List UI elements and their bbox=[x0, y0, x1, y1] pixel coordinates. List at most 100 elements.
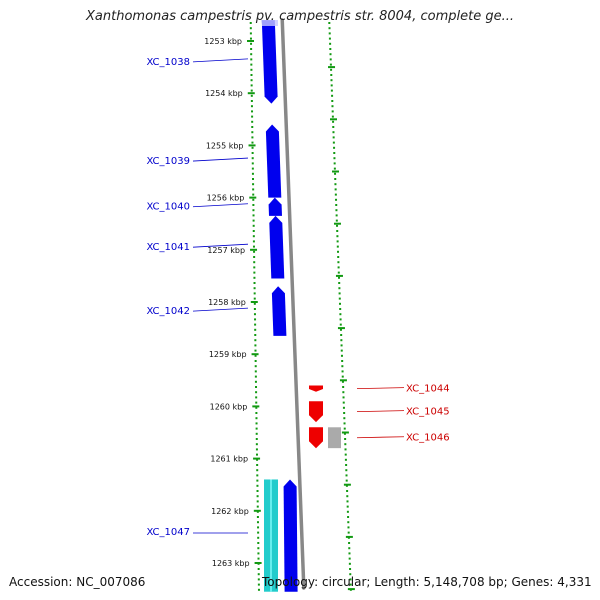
outer-tick-dot bbox=[340, 344, 343, 347]
reverse-gene bbox=[309, 385, 323, 392]
inner-tick-dot bbox=[257, 557, 260, 560]
inner-tick-dot bbox=[254, 375, 257, 378]
inner-tick-dot bbox=[253, 276, 256, 279]
outer-tick-dot bbox=[339, 313, 342, 316]
forward-gene-label: XC_1040 bbox=[146, 202, 190, 213]
reverse-gene-leader bbox=[356, 410, 405, 413]
inner-tick-dot bbox=[252, 178, 254, 180]
inner-tick-dot bbox=[250, 53, 253, 56]
outer-tick-dot bbox=[341, 360, 344, 362]
inner-tick-dot bbox=[254, 339, 257, 342]
forward-gene-label: XC_1041 bbox=[146, 242, 190, 253]
outer-tick-dot bbox=[349, 578, 352, 581]
kbp-tick-label: 1259 kbp bbox=[209, 350, 247, 359]
inner-tick-dot bbox=[252, 209, 255, 212]
outer-tick-dot bbox=[338, 282, 341, 284]
outer-tick-dot bbox=[348, 562, 351, 565]
inner-tick-dot bbox=[255, 386, 258, 388]
inner-tick-dot bbox=[250, 68, 253, 71]
inner-tick-dot bbox=[256, 458, 259, 461]
forward-gene-leader bbox=[192, 243, 249, 248]
outer-tick-dot bbox=[337, 250, 340, 253]
inner-tick-dot bbox=[251, 131, 254, 134]
inner-tick-dot bbox=[257, 568, 260, 570]
inner-tick-dot bbox=[251, 162, 254, 165]
forward-gene-leader bbox=[192, 58, 249, 63]
inner-tick-dot bbox=[256, 479, 259, 482]
outer-tick-dot bbox=[348, 542, 351, 544]
inner-tick-dot bbox=[255, 406, 258, 409]
outer-tick-dot bbox=[347, 531, 350, 534]
outer-tick-dot bbox=[329, 42, 332, 45]
inner-tick-dot bbox=[252, 198, 255, 201]
inner-tick-dot bbox=[256, 521, 259, 524]
inner-tick-dot bbox=[252, 193, 255, 196]
inner-tick-dot bbox=[254, 349, 257, 352]
outer-tick-dot bbox=[338, 297, 341, 300]
outer-tick-dot bbox=[347, 516, 350, 518]
forward-gene bbox=[271, 286, 287, 336]
outer-tick-dot bbox=[330, 74, 333, 76]
outer-tick-dot bbox=[336, 224, 339, 227]
outer-tick-dot bbox=[331, 110, 334, 113]
inner-tick-dot bbox=[252, 214, 255, 217]
kbp-tick-label: 1262 kbp bbox=[211, 507, 249, 516]
forward-gene bbox=[261, 20, 278, 104]
outer-tick-dot bbox=[342, 401, 345, 404]
kbp-tick-label: 1260 kbp bbox=[210, 402, 248, 411]
outer-tick-dot bbox=[337, 271, 340, 274]
forward-gene-label: XC_1039 bbox=[146, 156, 190, 167]
outer-tick-dot bbox=[331, 105, 334, 108]
outer-tick-dot bbox=[345, 479, 348, 482]
inner-tick-dot bbox=[254, 354, 257, 357]
inner-tick-dot bbox=[250, 42, 253, 45]
inner-tick-dot bbox=[252, 245, 255, 248]
inner-tick-dot bbox=[257, 531, 260, 534]
inner-tick-dot bbox=[251, 120, 254, 123]
outer-tick-dot bbox=[330, 68, 333, 71]
inner-tick-dot bbox=[251, 157, 254, 160]
outer-tick-dot bbox=[332, 136, 335, 139]
forward-gene bbox=[283, 479, 298, 592]
inner-tick-dot bbox=[254, 370, 257, 373]
inner-tick-dot bbox=[257, 547, 260, 550]
inner-tick-dot bbox=[252, 240, 255, 243]
inner-tick-dot bbox=[255, 443, 258, 446]
outer-tick-dot bbox=[335, 219, 338, 222]
inner-tick-dot bbox=[253, 313, 256, 316]
inner-tick-dot bbox=[256, 490, 259, 492]
kbp-tick-label: 1256 kbp bbox=[207, 194, 245, 203]
inner-tick-dot bbox=[252, 188, 255, 191]
outer-tick-dot bbox=[333, 157, 336, 160]
inner-tick-dot bbox=[252, 204, 255, 206]
inner-tick-dot bbox=[254, 334, 257, 336]
outer-tick-dot bbox=[348, 552, 351, 555]
outer-tick-dot bbox=[346, 505, 349, 508]
inner-tick-dot bbox=[255, 396, 258, 399]
outer-tick-dot bbox=[344, 443, 347, 446]
outer-tick-dot bbox=[347, 526, 350, 529]
outer-tick-dot bbox=[345, 474, 348, 477]
outer-tick-dot bbox=[347, 521, 350, 524]
inner-tick-dot bbox=[254, 323, 257, 326]
inner-tick-dot bbox=[250, 48, 253, 50]
inner-tick-dot bbox=[251, 167, 254, 170]
outer-tick-dot bbox=[343, 432, 346, 435]
forward-gene-label: XC_1042 bbox=[146, 306, 190, 317]
inner-tick-dot bbox=[251, 126, 254, 128]
inner-tick-dot bbox=[256, 469, 259, 472]
inner-tick-dot bbox=[250, 84, 253, 87]
outer-tick-dot bbox=[345, 484, 348, 487]
inner-tick-dot bbox=[255, 427, 258, 430]
gene-clip-shade bbox=[262, 20, 278, 26]
inner-tick-dot bbox=[252, 183, 255, 186]
outer-tick-dot bbox=[340, 354, 343, 357]
outer-tick-dot bbox=[332, 141, 335, 144]
inner-tick-dot bbox=[251, 172, 254, 175]
inner-tick-dot bbox=[253, 266, 256, 269]
outer-tick-dot bbox=[345, 464, 348, 466]
outer-tick-dot bbox=[344, 453, 347, 456]
outer-tick-dot bbox=[349, 573, 352, 576]
outer-tick-dot bbox=[336, 235, 339, 238]
